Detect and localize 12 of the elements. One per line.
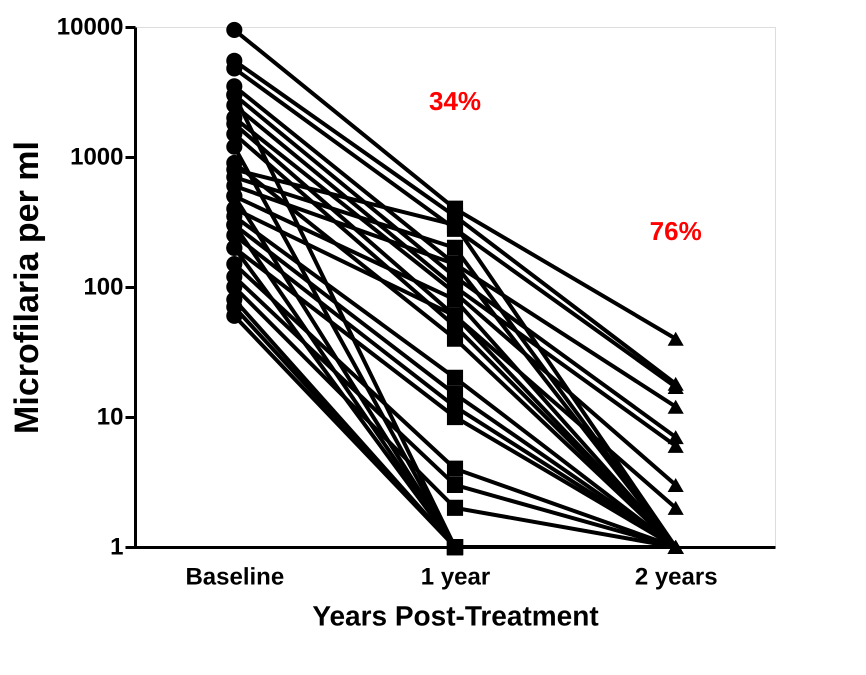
y-axis-title: Microfilaria per ml: [8, 141, 46, 434]
y-tick-label: 1: [110, 534, 124, 560]
y-tick-label: 1000: [70, 144, 124, 170]
annotation: 76%: [650, 216, 702, 246]
x-tick-label: 2 years: [634, 564, 718, 590]
y-tick-label: 10000: [56, 14, 124, 40]
y-tick-label: 100: [83, 274, 124, 300]
x-tick-label: Baseline: [185, 564, 284, 590]
x-axis-title: Years Post-Treatment: [312, 600, 599, 632]
y-tick-label: 10: [96, 404, 124, 430]
x-tick-label: 1 year: [420, 564, 490, 590]
annotation: 34%: [428, 86, 482, 116]
